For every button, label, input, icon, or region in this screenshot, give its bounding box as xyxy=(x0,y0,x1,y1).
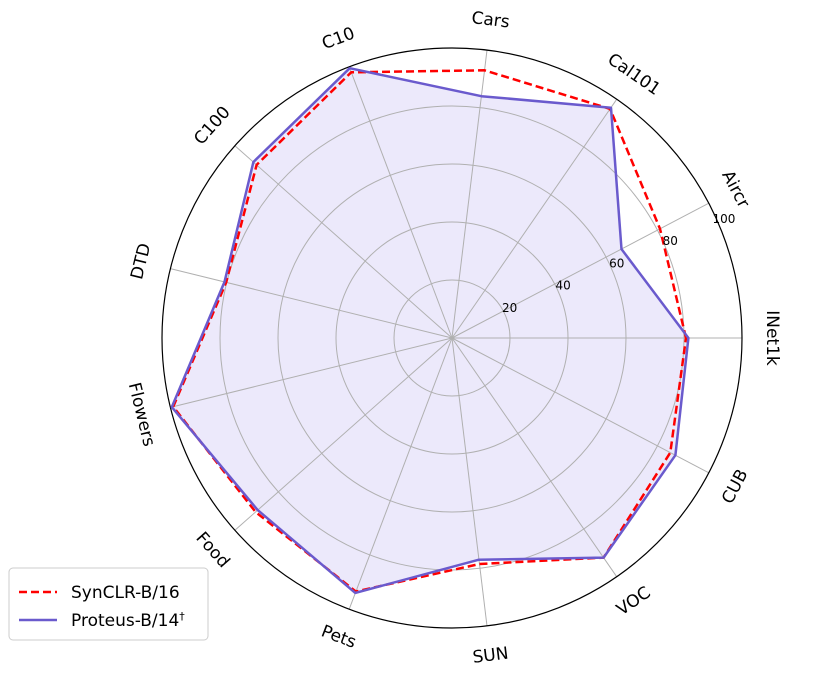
legend-label-proteus: Proteus-B/14† xyxy=(71,610,185,632)
spoke-voc xyxy=(451,337,618,577)
r-tick-label-100: 100 xyxy=(712,212,735,226)
spoke-dtd xyxy=(170,268,453,339)
axis-label-dtd: DTD xyxy=(127,241,155,281)
axis-label-inet1k: INet1k xyxy=(762,310,782,366)
legend-frame xyxy=(8,567,209,641)
axis-label-sun: SUN xyxy=(472,644,510,668)
spoke-flowers xyxy=(170,337,453,408)
series-fill-layer xyxy=(171,68,689,593)
axis-label-food: Food xyxy=(192,528,234,572)
legend-label-proteus-suffix: † xyxy=(179,610,185,623)
axis-label-aircr: Aircr xyxy=(717,167,753,211)
axis-label-cal101: Cal101 xyxy=(604,49,664,99)
series-fill-1 xyxy=(171,68,689,593)
spoke-c10 xyxy=(348,66,453,339)
legend: SynCLR-B/16 Proteus-B/14† xyxy=(8,567,209,641)
r-tick-label-60: 60 xyxy=(609,256,624,270)
legend-label-proteus-name: Proteus-B/14 xyxy=(71,611,179,631)
outer-frame xyxy=(161,47,743,629)
axis-label-c10: C10 xyxy=(319,24,357,55)
axis-label-flowers: Flowers xyxy=(124,381,159,449)
spoke-cub xyxy=(451,337,710,474)
axis-label-voc: VOC xyxy=(613,583,654,620)
spoke-sun xyxy=(451,337,488,626)
spoke-food xyxy=(234,337,453,531)
series-line-1 xyxy=(170,66,690,595)
axis-label-c100: C100 xyxy=(190,103,234,149)
axis-label-pets: Pets xyxy=(318,622,359,653)
spoke-cal101 xyxy=(451,99,618,339)
r-tick-label-20: 20 xyxy=(502,301,517,315)
r-tick-label-40: 40 xyxy=(556,279,571,293)
spoke-c100 xyxy=(234,145,453,339)
series-layer xyxy=(170,66,690,595)
legend-label-synclr: SynCLR-B/16 xyxy=(71,583,180,603)
axis-label-cars: Cars xyxy=(470,8,510,32)
tick-label-layer: 20 40 60 80 100 xyxy=(502,212,735,315)
spoke-cars xyxy=(451,50,488,339)
r-tick-label-80: 80 xyxy=(663,234,678,248)
axis-label-cub: CUB xyxy=(718,466,752,507)
spoke-pets xyxy=(348,337,453,610)
spoke-aircr xyxy=(451,202,710,339)
